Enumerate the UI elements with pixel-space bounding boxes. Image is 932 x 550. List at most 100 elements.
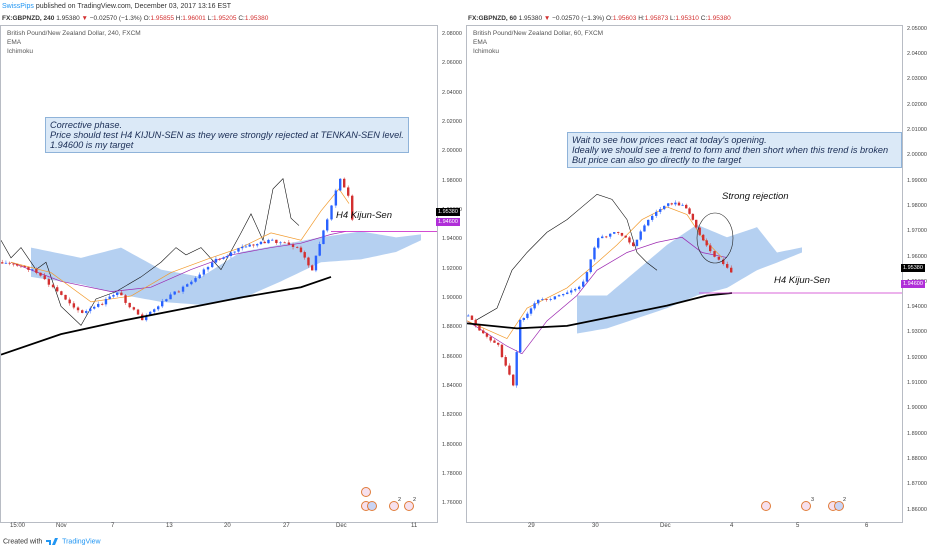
candle-body: [31, 269, 34, 271]
left-high: 1.96001: [182, 15, 206, 22]
left-chart-svg[interactable]: [1, 26, 437, 522]
created-with-text: Created with: [3, 538, 43, 546]
left-plot-area[interactable]: British Pound/New Zealand Dollar, 240, F…: [0, 25, 438, 523]
left-symbol[interactable]: FX:GBPNZD, 240: [2, 15, 55, 22]
y-tick-label: 1.84000: [442, 382, 462, 389]
y-tick-label: 1.82000: [442, 412, 462, 419]
candle-body: [709, 245, 712, 252]
candle-body: [237, 248, 240, 252]
candle-body: [635, 239, 639, 246]
right-analysis-note: Wait to see how prices react at today's …: [567, 132, 902, 168]
candle-body: [549, 299, 552, 301]
candle-body: [647, 219, 650, 226]
right-symbol[interactable]: FX:GBPNZD, 60: [468, 15, 517, 22]
right-price-axis[interactable]: 2.05000 2.04000 2.03000 2.02000 2.01000 2.000…: [905, 25, 932, 523]
tenkan-sen-line: [10, 188, 350, 303]
candle-body: [149, 311, 152, 316]
right-event-icon-2[interactable]: [801, 501, 811, 511]
candle-body: [688, 208, 691, 214]
left-event-icon-1[interactable]: [361, 487, 371, 497]
candle-body: [248, 244, 251, 247]
candle-body: [279, 242, 282, 244]
candle-body: [566, 292, 569, 295]
candle-body: [529, 308, 533, 314]
right-kijun-price-tag: 1.94600: [901, 280, 925, 288]
left-legend-ichimoku[interactable]: Ichimoku: [7, 48, 34, 55]
candle-body: [628, 237, 631, 243]
candle-body: [267, 239, 270, 244]
candle-body: [157, 306, 160, 310]
y-tick-label: 1.98000: [907, 202, 927, 209]
candle-body: [39, 272, 42, 276]
candle-body: [153, 309, 156, 312]
left-change: −0.02570 (−1.3%): [89, 15, 142, 22]
left-close: 1.95380: [244, 15, 269, 22]
candle-body: [169, 294, 172, 300]
candle-body: [202, 269, 206, 275]
candle-body: [252, 244, 255, 246]
candle-body: [613, 232, 616, 234]
candle-body: [104, 299, 108, 305]
y-tick-label: 1.93000: [907, 329, 927, 336]
candle-body: [177, 291, 181, 293]
candle-body: [508, 365, 511, 375]
candle-body: [27, 267, 30, 270]
tradingview-logo-icon: [46, 538, 59, 545]
y-tick-label: 1.92000: [907, 354, 927, 361]
candle-body: [19, 265, 23, 267]
candle-body: [467, 315, 470, 317]
y-tick-label: 1.86000: [442, 353, 462, 360]
candle-body: [256, 244, 259, 246]
right-legend-ichimoku[interactable]: Ichimoku: [473, 48, 500, 55]
left-event-icon-3[interactable]: [367, 501, 377, 511]
y-tick-label: 2.04000: [442, 89, 462, 96]
candle-body: [165, 299, 168, 302]
candle-body: [145, 315, 148, 321]
candle-body: [574, 289, 577, 291]
right-chart-svg[interactable]: [467, 26, 902, 522]
left-price: 1.95380: [56, 15, 80, 22]
candle-body: [343, 178, 346, 188]
left-event-icon-5[interactable]: [404, 501, 414, 511]
left-price-axis[interactable]: 2.08000 2.06000 2.04000 2.02000 2.00000 1.980…: [440, 25, 462, 523]
candle-body: [233, 251, 236, 253]
candle-body: [663, 205, 666, 210]
candle-body: [72, 303, 76, 308]
candle-body: [601, 236, 604, 239]
author-link[interactable]: SwissPips: [2, 3, 34, 10]
right-event-icon-4[interactable]: [834, 501, 844, 511]
candle-body: [271, 239, 274, 241]
x-tick-label: 13: [166, 523, 173, 529]
candle-body: [181, 286, 185, 292]
candle-body: [275, 239, 278, 243]
candle-body: [557, 295, 561, 297]
candle-body: [51, 284, 55, 288]
candle-body: [562, 294, 565, 296]
right-legend-ema[interactable]: EMA: [473, 39, 488, 46]
left-legend-ema[interactable]: EMA: [7, 39, 22, 46]
right-plot-area[interactable]: British Pound/New Zealand Dollar, 60, FX…: [466, 25, 903, 523]
right-time-axis[interactable]: 29 30 Dec 4 5 6: [466, 523, 903, 532]
right-last-price-tag: 1.95380: [901, 264, 925, 272]
left-time-axis[interactable]: 15:00 Nov 7 13 20 27 Dec 11: [0, 523, 438, 532]
right-high: 1.95873: [644, 15, 669, 22]
left-symbol-header: FX:GBPNZD, 240 1.95380 ▼ −0.02570 (−1.3%…: [2, 15, 269, 22]
candle-body: [624, 235, 627, 238]
x-tick-label: 29: [528, 523, 535, 529]
x-tick-label: Dec: [336, 523, 347, 529]
candle-body: [296, 246, 299, 248]
tradingview-brand[interactable]: TradingView: [62, 538, 101, 546]
right-event-icon-1[interactable]: [761, 501, 771, 511]
left-event-icon-4[interactable]: [389, 501, 399, 511]
right-chart-panel: FX:GBPNZD, 60 1.95380 ▼ −0.02570 (−1.3%)…: [466, 13, 932, 532]
candle-body: [470, 315, 474, 320]
candle-body: [314, 255, 318, 271]
candle-body: [101, 303, 104, 305]
y-tick-label: 2.05000: [907, 25, 927, 32]
candle-body: [60, 291, 63, 295]
candle-body: [585, 272, 589, 282]
y-tick-label: 2.06000: [442, 60, 462, 67]
down-arrow-icon: ▼: [543, 15, 551, 22]
candle-body: [173, 291, 176, 295]
candle-body: [194, 278, 197, 282]
